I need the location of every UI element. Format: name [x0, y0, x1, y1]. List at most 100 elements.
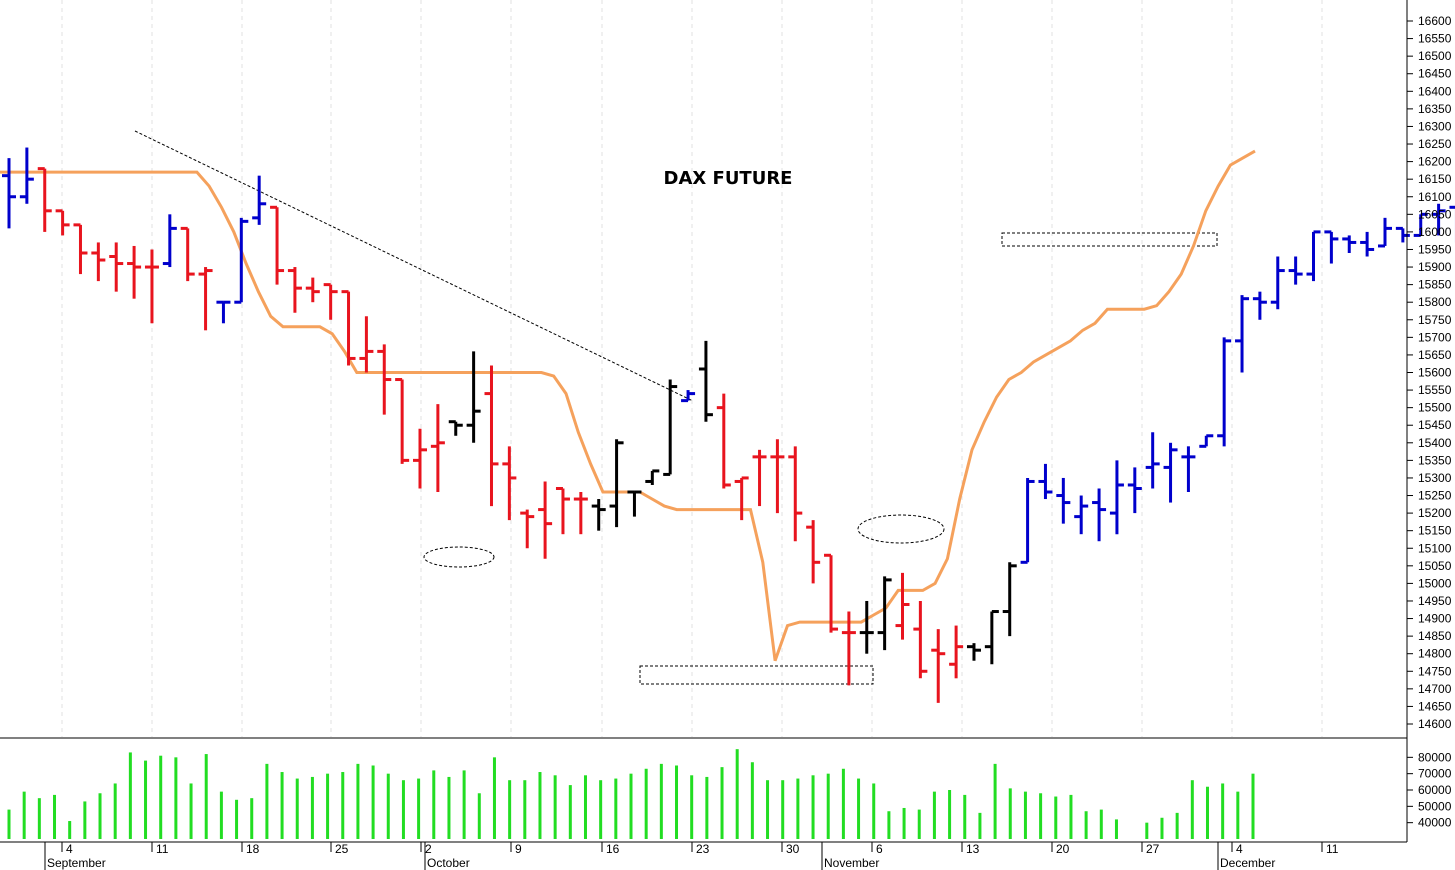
volume-bar — [599, 780, 603, 839]
price-bar — [1127, 467, 1142, 514]
volume-bar — [462, 770, 466, 839]
volume-bar — [887, 811, 891, 839]
price-bar — [1074, 495, 1089, 535]
volume-bar — [857, 778, 861, 839]
price-bar — [538, 481, 553, 559]
volume-bar — [1054, 796, 1058, 839]
volume-bar — [690, 775, 694, 839]
volume-bar — [204, 754, 208, 839]
price-tick-label: 16600 — [1418, 14, 1452, 28]
price-tick-label: 15550 — [1418, 383, 1452, 397]
price-bar — [252, 175, 267, 225]
price-tick-label: 16450 — [1418, 67, 1452, 81]
price-tick-label: 16350 — [1418, 102, 1452, 116]
price-bar — [627, 490, 642, 517]
volume-bar — [1099, 809, 1103, 839]
volume-bar — [7, 809, 11, 839]
price-tick-label: 16550 — [1418, 32, 1452, 46]
moving-average-line — [0, 149, 1256, 662]
price-bar — [287, 267, 302, 313]
volume-tick-label: 80000 — [1418, 750, 1452, 764]
price-bar — [734, 476, 749, 521]
day-label: 30 — [786, 842, 800, 856]
volume-bar — [432, 770, 436, 839]
price-bar — [1306, 230, 1321, 282]
volume-bar — [22, 791, 26, 839]
price-bar — [1199, 434, 1214, 448]
volume-bar — [917, 809, 921, 839]
price-bars — [2, 147, 1455, 703]
price-tick-label: 15000 — [1418, 576, 1452, 590]
support-box-low — [639, 665, 874, 685]
volume-bar — [659, 763, 663, 839]
price-bar — [645, 469, 660, 485]
price-bar — [377, 344, 392, 415]
price-tick-label: 15950 — [1418, 242, 1452, 256]
volume-bar — [735, 749, 739, 839]
volume-bar — [1175, 812, 1179, 839]
price-bar — [109, 242, 124, 292]
volume-bar — [189, 783, 193, 839]
volume-bar — [1236, 791, 1240, 839]
price-bar — [1395, 226, 1410, 243]
day-label: 16 — [606, 842, 620, 856]
volume-bar — [644, 768, 648, 839]
price-tick-label: 15100 — [1418, 541, 1452, 555]
volume-bar — [629, 773, 633, 839]
volume-bar — [932, 791, 936, 839]
support-ellipse-november — [857, 514, 945, 544]
day-label: 2 — [425, 842, 432, 856]
volume-bar — [1190, 780, 1194, 839]
day-label: 9 — [515, 842, 522, 856]
volume-bar — [720, 767, 724, 839]
price-bar — [1217, 337, 1232, 447]
price-tick-label: 16100 — [1418, 190, 1452, 204]
volume-bar — [1205, 786, 1209, 839]
volume-bar — [128, 752, 132, 839]
volume-bars — [7, 749, 1255, 839]
price-tick-label: 15900 — [1418, 260, 1452, 274]
volume-tick-label: 40000 — [1418, 816, 1452, 830]
price-bar — [341, 290, 356, 366]
volume-bar — [98, 793, 102, 839]
price-bar — [663, 379, 678, 476]
volume-bar — [1039, 793, 1043, 839]
price-bar — [573, 492, 588, 535]
price-bar — [1145, 432, 1160, 489]
price-bar — [913, 600, 928, 679]
price-tick-label: 15150 — [1418, 524, 1452, 538]
price-tick-label: 15350 — [1418, 453, 1452, 467]
chart-title: DAX FUTURE — [664, 168, 793, 189]
price-bar — [770, 439, 785, 514]
volume-bar — [796, 778, 800, 839]
day-label: 13 — [966, 842, 980, 856]
price-bar — [1109, 460, 1124, 535]
price-bar — [966, 643, 981, 661]
month-label: September — [47, 856, 106, 870]
volume-bar — [68, 821, 72, 839]
annotation-zones — [134, 130, 1218, 685]
price-tick-label: 16500 — [1418, 49, 1452, 63]
day-label: 6 — [876, 842, 883, 856]
price-bar — [877, 576, 892, 651]
price-bar — [430, 404, 445, 493]
volume-bar — [1145, 822, 1149, 839]
volume-bar — [417, 778, 421, 839]
price-bar — [413, 428, 428, 489]
price-bar — [55, 209, 70, 236]
month-label: December — [1220, 856, 1275, 870]
price-bar — [1377, 217, 1392, 248]
volume-bar — [83, 801, 87, 839]
price-tick-label: 16250 — [1418, 137, 1452, 151]
price-tick-label: 16200 — [1418, 155, 1452, 169]
volume-bar — [553, 775, 557, 839]
volume-bar — [492, 757, 496, 839]
volume-bar — [265, 763, 269, 839]
price-bar — [1342, 235, 1357, 253]
volume-bar — [386, 773, 390, 839]
volume-bar — [401, 780, 405, 839]
volume-bar — [993, 763, 997, 839]
volume-bar — [568, 785, 572, 839]
volume-bar — [841, 768, 845, 839]
month-label: October — [427, 856, 470, 870]
